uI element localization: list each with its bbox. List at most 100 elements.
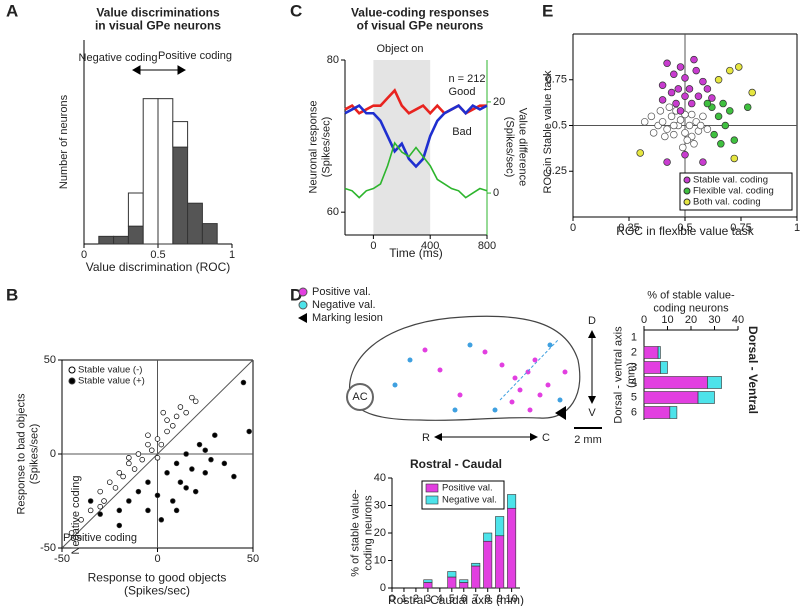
scatter-point bbox=[726, 107, 734, 115]
scatter-point bbox=[681, 151, 689, 159]
x-tick-label: 0.75 bbox=[730, 222, 751, 234]
x-tick-label: 1 bbox=[401, 593, 407, 605]
scatter-point bbox=[173, 413, 180, 420]
scatter-point bbox=[173, 507, 180, 514]
scatter-point bbox=[647, 112, 656, 121]
x-tick-label: 3 bbox=[425, 593, 431, 605]
legend-swatch bbox=[298, 287, 308, 297]
scale-label: 2 mm bbox=[574, 434, 602, 446]
y-tick-label: 10 bbox=[374, 554, 386, 566]
scatter-point bbox=[699, 77, 707, 86]
scatter-point bbox=[667, 112, 676, 121]
site bbox=[547, 342, 553, 348]
scatter-point bbox=[681, 129, 689, 137]
legend-label: Stable val. coding bbox=[693, 175, 768, 186]
scatter-point bbox=[173, 460, 180, 467]
legend-swatch bbox=[683, 176, 691, 184]
bar bbox=[495, 516, 505, 537]
scatter-point bbox=[160, 409, 166, 416]
dv-arrowheads bbox=[588, 330, 596, 404]
site bbox=[492, 407, 498, 413]
bar bbox=[447, 576, 457, 589]
scatter-point bbox=[154, 492, 161, 499]
bar bbox=[643, 406, 671, 419]
scatter-point bbox=[231, 473, 237, 480]
legend-label: Positive val. bbox=[442, 483, 493, 494]
scatter-point bbox=[743, 103, 752, 111]
x-tick-label: 10 bbox=[661, 314, 673, 326]
axis-end-label: D bbox=[588, 315, 596, 327]
scatter-point bbox=[177, 404, 184, 410]
chart-title: of visual GPe neurons bbox=[357, 19, 484, 33]
panel-label: A bbox=[6, 1, 18, 20]
y-tick-label: 50 bbox=[44, 354, 56, 366]
x-tick-label: 0 bbox=[370, 240, 376, 252]
scatter-point bbox=[703, 125, 712, 133]
site bbox=[392, 382, 398, 388]
scatter-point bbox=[690, 140, 698, 148]
scatter-point bbox=[676, 107, 685, 115]
site bbox=[562, 369, 568, 375]
x-axis-label: (Spikes/sec) bbox=[124, 584, 190, 598]
legend-label: Flexible val. coding bbox=[693, 186, 774, 197]
scatter-point bbox=[246, 428, 252, 435]
y-axis-label: ROC in Stable value task bbox=[542, 70, 554, 193]
scatter-point bbox=[131, 466, 138, 472]
x-tick-label: 40 bbox=[732, 314, 744, 326]
scatter-point bbox=[202, 447, 209, 453]
x-tick-label: 10 bbox=[506, 593, 518, 605]
chart-title: coding neurons bbox=[653, 302, 729, 314]
scatter-point bbox=[649, 129, 658, 137]
bar bbox=[459, 579, 469, 583]
bar bbox=[507, 507, 517, 589]
panel-label: C bbox=[290, 1, 302, 20]
site bbox=[509, 399, 515, 405]
scatter-point bbox=[748, 88, 756, 97]
scatter-point bbox=[667, 88, 676, 97]
scatter-point bbox=[670, 70, 678, 79]
panel-label: E bbox=[542, 1, 553, 20]
scatter-point bbox=[726, 66, 734, 75]
site bbox=[527, 407, 533, 413]
scatter-point bbox=[685, 121, 694, 130]
legend-swatch bbox=[68, 377, 76, 385]
site bbox=[537, 392, 543, 398]
chart-title: in visual GPe neurons bbox=[95, 19, 221, 33]
site bbox=[532, 357, 538, 363]
scatter-point bbox=[658, 96, 667, 104]
x-axis-label: Time (ms) bbox=[389, 246, 443, 260]
ac-circle bbox=[346, 383, 374, 411]
scatter-point bbox=[145, 441, 151, 448]
scatter-point bbox=[663, 125, 671, 133]
histogram-bar bbox=[127, 192, 144, 227]
annotation: Negative coding bbox=[79, 52, 158, 64]
scatter-point bbox=[714, 112, 723, 121]
scatter-point bbox=[97, 488, 103, 495]
legend-label: Both val. coding bbox=[693, 197, 761, 208]
scatter-point bbox=[735, 63, 743, 71]
diagram-d: Positive val. Negative val. Marking lesi… bbox=[298, 286, 760, 471]
scatter-point bbox=[116, 470, 123, 476]
scatter-point bbox=[656, 107, 665, 115]
y-tick-label: -50 bbox=[40, 542, 56, 554]
scatter-point bbox=[674, 85, 683, 93]
scatter-point bbox=[87, 498, 94, 504]
x-tick-label: -50 bbox=[54, 553, 70, 565]
bar bbox=[423, 582, 433, 589]
scatter-point bbox=[183, 485, 189, 491]
y-axis-label: % of stable value- bbox=[349, 489, 361, 577]
scatter-point bbox=[164, 428, 170, 435]
x-tick-label: 5 bbox=[449, 593, 455, 605]
scatter-point bbox=[192, 488, 199, 495]
scatter-point bbox=[710, 130, 718, 139]
scatter-point bbox=[658, 118, 667, 126]
y-tick-label: 20 bbox=[374, 527, 386, 539]
x-tick-label: 1 bbox=[794, 222, 800, 234]
scatter-point bbox=[170, 423, 176, 429]
y2-axis-label: Value difference bbox=[517, 108, 529, 186]
scatter-point bbox=[681, 92, 689, 100]
scatter-point bbox=[658, 81, 667, 89]
histogram-bar bbox=[187, 202, 203, 245]
x-tick-label: 0 bbox=[154, 553, 160, 565]
y-axis-label: Response to bad objects bbox=[15, 393, 27, 515]
